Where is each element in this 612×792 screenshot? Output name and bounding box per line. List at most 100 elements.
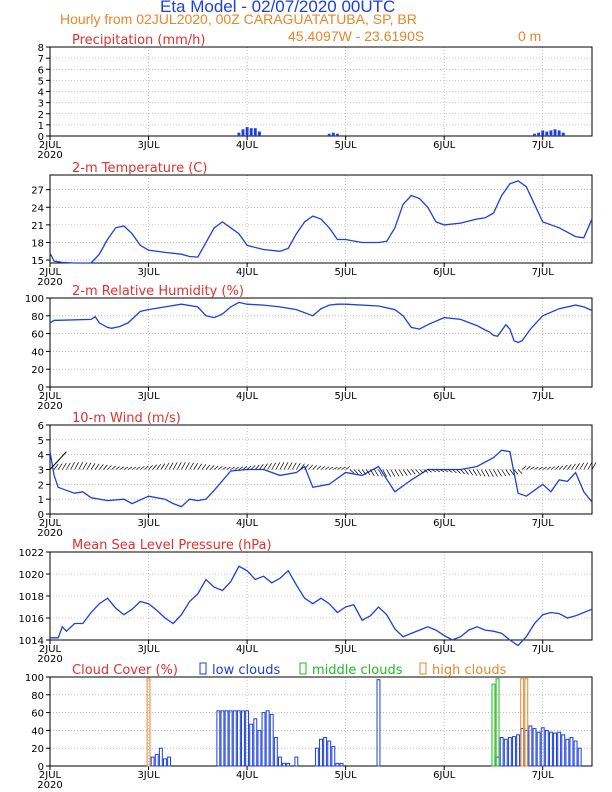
bar-high-clouds bbox=[524, 678, 529, 767]
bar-low-clouds bbox=[339, 762, 344, 767]
wind-arrow bbox=[386, 469, 392, 477]
wind-arrow bbox=[300, 463, 305, 470]
x-tick-label: 6JUL bbox=[433, 391, 456, 402]
wind-arrow bbox=[103, 464, 108, 470]
bar-low-clouds bbox=[536, 731, 541, 767]
wind-arrow bbox=[136, 466, 141, 470]
wind-arrow bbox=[107, 465, 112, 470]
wind-arrow bbox=[406, 469, 412, 476]
bar-low-clouds bbox=[245, 710, 250, 767]
wind-arrow bbox=[148, 465, 153, 470]
wind-arrow bbox=[419, 469, 424, 474]
wind-arrow bbox=[497, 469, 502, 477]
wind-arrow bbox=[201, 464, 207, 470]
y-tick-label: 24 bbox=[31, 203, 44, 214]
wind-arrow bbox=[324, 466, 330, 470]
chart-subtitle: Hourly from 02JUL2020, 00Z CARAGUATATUBA… bbox=[60, 11, 417, 27]
x-tick-label: 3JUL bbox=[137, 140, 160, 151]
bar-low-clouds bbox=[249, 723, 254, 767]
x-year-label: 2020 bbox=[37, 528, 62, 539]
wind-arrow bbox=[489, 469, 494, 477]
wind-arrow bbox=[538, 466, 543, 470]
series-line-temperature bbox=[49, 180, 593, 264]
wind-arrow bbox=[176, 462, 182, 470]
wind-arrow bbox=[398, 469, 404, 477]
legend-swatch bbox=[299, 662, 307, 675]
bar-precip bbox=[249, 128, 253, 136]
plot-frame bbox=[49, 297, 593, 388]
wind-arrow bbox=[456, 469, 461, 474]
wind-arrow bbox=[382, 469, 387, 477]
bar-low-clouds bbox=[261, 712, 266, 767]
wind-arrow bbox=[57, 463, 63, 470]
panel-title: Mean Sea Level Pressure (hPa) bbox=[72, 538, 272, 553]
x-tick-label: 4JUL bbox=[236, 770, 259, 781]
y-tick-label: 3 bbox=[38, 466, 44, 477]
wind-arrow bbox=[312, 465, 318, 470]
wind-arrow bbox=[209, 465, 215, 470]
wind-arrow bbox=[534, 466, 539, 470]
wind-arrow bbox=[115, 466, 120, 470]
wind-arrow bbox=[111, 465, 116, 470]
wind-arrow bbox=[369, 469, 375, 476]
bar-low-clouds bbox=[286, 762, 291, 767]
bar-low-clouds bbox=[277, 756, 282, 767]
x-tick-label: 7JUL bbox=[532, 770, 555, 781]
x-tick-label: 7JUL bbox=[532, 644, 555, 655]
bar-low-clouds bbox=[319, 738, 323, 767]
bar-low-clouds bbox=[269, 713, 274, 767]
panel-title: 2-m Relative Humidity (%) bbox=[72, 284, 244, 299]
x-tick-label: 3JUL bbox=[137, 770, 160, 781]
wind-arrow bbox=[123, 466, 129, 470]
wind-arrow bbox=[337, 466, 342, 470]
wind-arrow bbox=[275, 462, 281, 470]
bar-low-clouds bbox=[228, 710, 233, 767]
wind-arrow bbox=[587, 462, 593, 470]
wind-arrow bbox=[567, 464, 572, 470]
wind-arrow bbox=[185, 462, 190, 470]
y-tick-label: 5 bbox=[38, 436, 44, 447]
bar-low-clouds bbox=[548, 731, 553, 767]
bar-low-clouds bbox=[265, 710, 270, 767]
wind-arrow bbox=[562, 464, 568, 470]
x-year-label: 2020 bbox=[37, 277, 62, 288]
x-tick-label: 6JUL bbox=[433, 518, 456, 529]
wind-arrow bbox=[415, 469, 420, 474]
bar-low-clouds bbox=[565, 738, 570, 767]
wind-arrow bbox=[144, 465, 149, 470]
wind-arrow bbox=[480, 469, 486, 477]
bar-low-clouds bbox=[158, 747, 163, 767]
y-tick-label: 20 bbox=[31, 365, 44, 376]
y-tick-label: 1 bbox=[38, 495, 44, 506]
bar-precip bbox=[533, 133, 536, 136]
wind-arrow bbox=[341, 466, 346, 470]
wind-arrow bbox=[542, 466, 547, 470]
wind-arrow bbox=[517, 469, 523, 475]
wind-arrow bbox=[98, 464, 104, 470]
x-tick-label: 4JUL bbox=[236, 518, 259, 529]
bar-precip bbox=[327, 133, 331, 136]
x-tick-label: 7JUL bbox=[532, 267, 555, 278]
y-tick-label: 1 bbox=[38, 121, 44, 132]
wind-arrow bbox=[181, 462, 186, 470]
wind-arrow bbox=[152, 464, 157, 470]
y-tick-label: 15 bbox=[31, 256, 44, 267]
x-tick-label: 5JUL bbox=[335, 391, 358, 402]
y-tick-label: 100 bbox=[25, 294, 44, 305]
wind-arrow bbox=[189, 462, 194, 470]
bar-low-clouds bbox=[220, 710, 225, 767]
wind-arrow bbox=[493, 469, 498, 477]
wind-arrow bbox=[160, 463, 166, 470]
wind-arrow bbox=[53, 463, 59, 470]
y-tick-label: 27 bbox=[31, 186, 44, 197]
bar-low-clouds bbox=[544, 729, 549, 767]
wind-arrow bbox=[86, 462, 92, 470]
x-tick-label: 3JUL bbox=[137, 267, 160, 278]
wind-arrow bbox=[476, 469, 482, 477]
x-tick-label: 5JUL bbox=[335, 518, 358, 529]
wind-arrow bbox=[271, 462, 277, 470]
y-tick-label: 3 bbox=[38, 99, 44, 110]
x-tick-label: 7JUL bbox=[532, 518, 555, 529]
wind-arrow bbox=[423, 469, 428, 473]
